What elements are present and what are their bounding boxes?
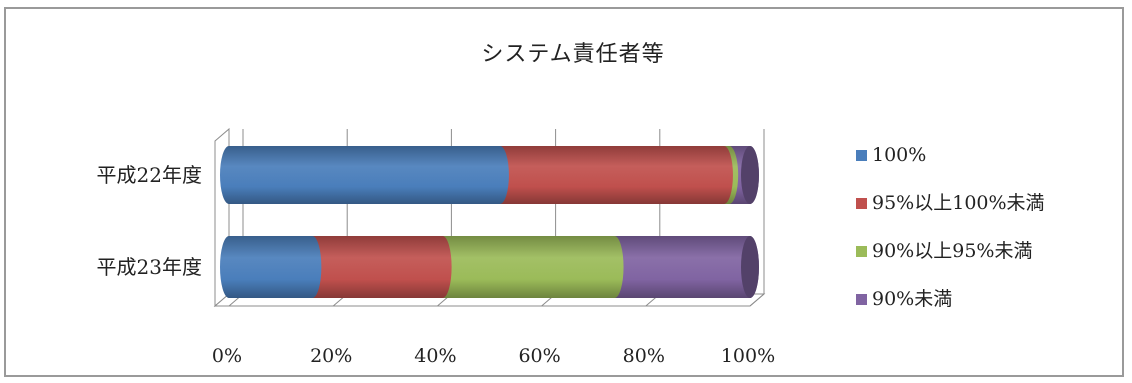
legend-label: 90%未満 (872, 288, 952, 310)
bar-end-cap (741, 236, 759, 298)
x-tick-label: 40% (414, 345, 456, 367)
legend-swatch (856, 246, 867, 257)
chart-frame: システム責任者等 平成22年度 平成23年度 0% 20% 40% 60% 80% 100%… (4, 7, 1124, 377)
legend-label: 100% (872, 144, 926, 166)
x-tick-label: 0% (212, 345, 242, 367)
bar-0-series-0 (220, 146, 509, 204)
x-tick-labels: 0% 20% 40% 60% 80% 100% (212, 345, 775, 367)
legend: 100% 95%以上100%未満 90%以上95%未満 90%未満 (856, 144, 1045, 310)
bar-end-cap (741, 146, 759, 204)
legend-swatch (856, 198, 867, 209)
bar-1-series-3 (605, 236, 759, 298)
bar-1-series-0 (220, 236, 322, 298)
bar-1-series-2 (433, 236, 624, 298)
bar-1-series-1 (303, 236, 452, 298)
legend-label: 90%以上95%未満 (872, 240, 1032, 262)
legend-swatch (856, 150, 867, 161)
chart-title: システム責任者等 (481, 42, 664, 67)
category-label: 平成23年度 (97, 255, 202, 279)
x-tick-label: 20% (310, 345, 352, 367)
bars (220, 146, 759, 298)
x-tick-label: 100% (721, 345, 775, 367)
x-tick-label: 80% (623, 345, 665, 367)
gridline-floor (749, 293, 765, 307)
x-tick-label: 60% (518, 345, 560, 367)
legend-label: 95%以上100%未満 (872, 192, 1045, 214)
category-label: 平成22年度 (97, 163, 202, 187)
legend-swatch (856, 294, 867, 305)
bar-0-series-1 (490, 146, 733, 204)
